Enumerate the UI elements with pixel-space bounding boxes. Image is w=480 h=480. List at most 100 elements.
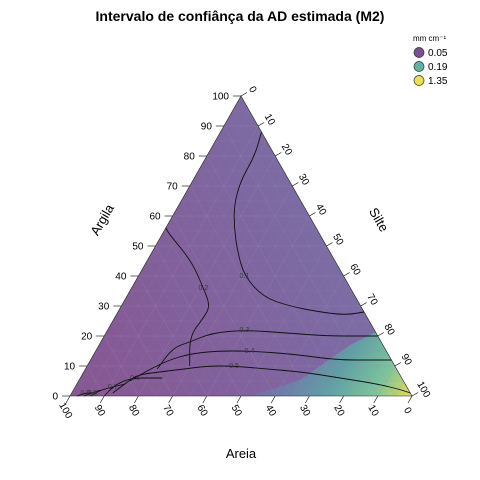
grid-line <box>129 290 190 396</box>
tick-label-silte: 70 <box>364 292 379 308</box>
tick-mark <box>270 395 276 404</box>
tick-label-silte: 100 <box>414 380 432 400</box>
tick-label-silte: 0 <box>246 85 259 96</box>
tick-mark <box>168 395 173 404</box>
tick-mark <box>292 182 299 187</box>
grid-line <box>155 170 284 396</box>
grid-line <box>257 260 336 396</box>
axis-label-argila: Argila <box>87 201 117 238</box>
grid-line <box>112 320 156 396</box>
legend-label: 0.19 <box>428 62 448 73</box>
tick-label-argila: 0 <box>52 392 58 403</box>
grid-lines <box>78 110 404 396</box>
contour-line-0.8 <box>83 389 101 397</box>
grid-line <box>95 350 122 396</box>
contour-line-0.1 <box>233 131 365 315</box>
tick-mark <box>202 395 208 404</box>
grid-line <box>377 365 396 396</box>
contour-line-0.9 <box>76 392 93 397</box>
contour-label: 0.3 <box>240 327 250 334</box>
legend-swatch <box>413 61 425 72</box>
tick-mark <box>343 272 350 277</box>
tick-label-areia: 20 <box>331 403 346 419</box>
tick-label-areia: 80 <box>126 403 141 419</box>
tick-mark <box>407 395 413 404</box>
grid-line <box>86 110 250 396</box>
grid-line <box>138 275 207 396</box>
tick-label-argila: 90 <box>201 122 213 133</box>
contour-label: 0.5 <box>229 363 239 370</box>
legend-title: mm cm⁻¹ <box>413 34 446 43</box>
tick-label-silte: 10 <box>262 112 277 128</box>
contour-lines: 0.1 0.2 0.3 0.4 0.5 0.6 0.7 0.80.9 <box>76 131 411 397</box>
tick-mark <box>373 395 379 404</box>
tick-label-areia: 100 <box>56 401 74 421</box>
tick-label-silte: 20 <box>279 142 294 158</box>
tick-label-argila: 100 <box>212 92 229 103</box>
grid-line <box>292 290 353 396</box>
tick-label-silte: 40 <box>313 202 328 218</box>
grid-line <box>394 380 404 396</box>
tick-label-areia: 90 <box>92 403 107 419</box>
grid-line <box>215 140 361 396</box>
contour-label: 0.9 <box>81 390 91 397</box>
tick-label-areia: 10 <box>365 403 380 419</box>
grid-line <box>223 230 319 396</box>
tick-mark <box>411 392 419 397</box>
tick-label-argila: 70 <box>167 182 179 193</box>
tick-label-silte: 60 <box>347 262 362 278</box>
grid-line <box>86 365 105 396</box>
tick-label-areia: 40 <box>263 403 278 419</box>
grid-line <box>198 170 327 396</box>
tick-label-argila: 60 <box>149 212 161 223</box>
tick-mark <box>309 212 316 217</box>
contour-label: 0.8 <box>87 390 97 397</box>
tick-mark <box>236 395 242 404</box>
tick-mark <box>257 122 265 127</box>
legend-label: 1.35 <box>428 76 448 87</box>
grid-line <box>155 245 242 396</box>
tick-label-argila: 10 <box>64 362 76 373</box>
grid-line <box>232 110 396 396</box>
tick-mark <box>305 395 310 404</box>
legend: mm cm⁻¹ 0.05 0.19 1.35 <box>413 34 448 87</box>
tick-label-argila: 80 <box>184 152 196 163</box>
ternary-plot-area: 0.1 0.2 0.3 0.4 0.5 0.6 0.7 0.80.9 <box>69 95 413 397</box>
tick-mark <box>275 152 282 157</box>
legend-label: 0.05 <box>428 48 448 59</box>
tick-label-silte: 90 <box>399 352 414 368</box>
tick-label-areia: 50 <box>229 403 244 419</box>
grid-line <box>104 335 139 396</box>
axis-label-areia: Areia <box>226 446 257 461</box>
tick-mark <box>99 395 105 404</box>
grid-line <box>360 350 387 396</box>
contour-label: 0.1 <box>240 273 250 280</box>
tick-mark <box>360 302 367 307</box>
grid-line <box>146 260 225 396</box>
chart-title: Intervalo de confiânça da AD estimada (M… <box>96 8 385 24</box>
legend-items: 0.05 0.19 1.35 <box>413 47 448 87</box>
tick-mark <box>377 332 384 337</box>
tick-label-silte: 80 <box>381 322 396 338</box>
tick-mark <box>326 242 333 247</box>
tick-label-areia: 70 <box>160 403 175 419</box>
tick-mark <box>134 395 139 404</box>
grid-line <box>121 305 173 396</box>
tick-label-argila: 40 <box>115 272 127 283</box>
contour-label: 0.7 <box>108 384 118 391</box>
grid-line <box>181 200 293 396</box>
axis-label-silte: Silte <box>366 205 392 234</box>
grid-line <box>275 275 344 396</box>
contour-label: 0.2 <box>199 285 209 292</box>
tick-mark <box>394 362 402 367</box>
tick-mark <box>339 395 344 404</box>
grid-line <box>326 320 370 396</box>
contour-line-0.5 <box>112 365 411 394</box>
high-value-fill <box>250 330 412 396</box>
tick-label-argila: 30 <box>98 302 110 313</box>
contour-label: 0.4 <box>245 348 255 355</box>
grid-line <box>343 335 378 396</box>
tick-label-silte: 50 <box>330 232 345 248</box>
contour-line-0.7 <box>90 383 125 397</box>
